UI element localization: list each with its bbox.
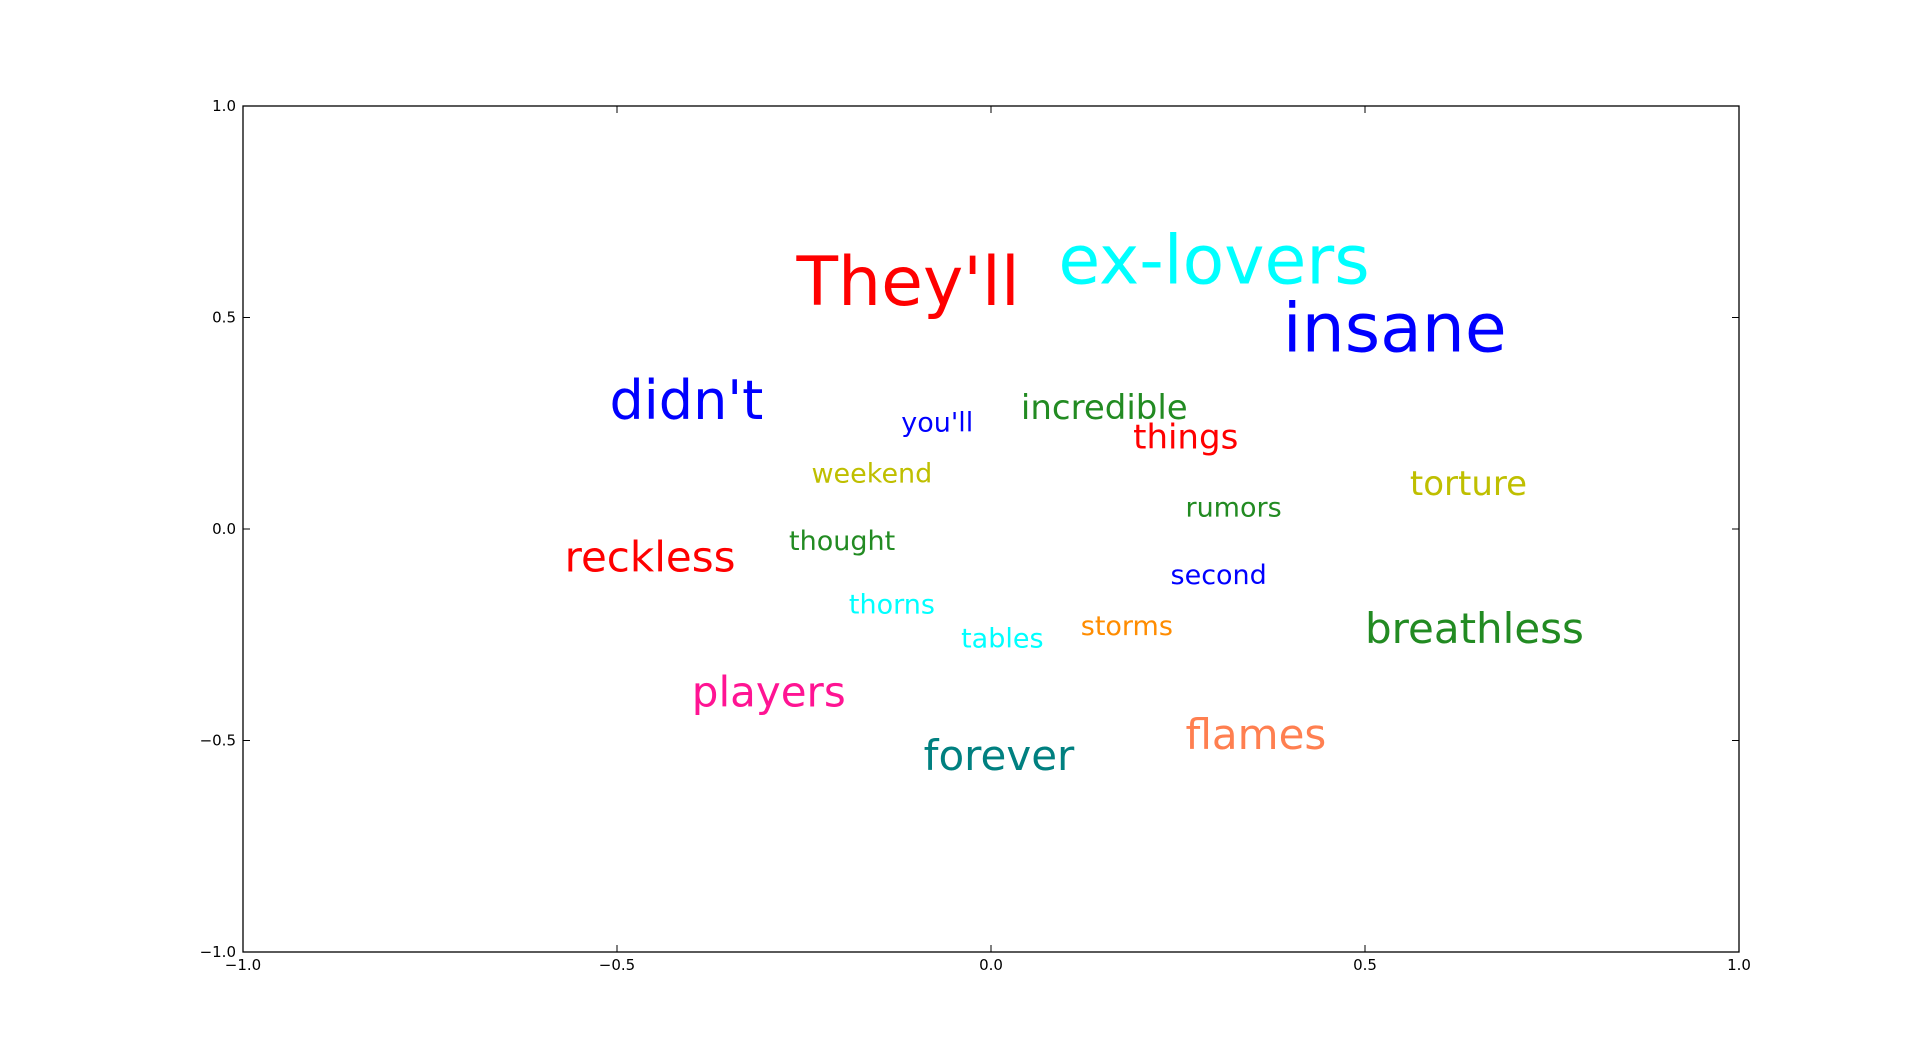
word-label: second bbox=[1171, 560, 1267, 591]
word-label: things bbox=[1133, 418, 1238, 458]
word-label: insane bbox=[1283, 289, 1507, 368]
y-tick-label: 0.5 bbox=[212, 309, 236, 327]
word-label: incredible bbox=[1021, 388, 1188, 428]
x-tick-label: 0.0 bbox=[979, 956, 1003, 974]
word-label: breathless bbox=[1365, 604, 1584, 653]
word-label: reckless bbox=[565, 532, 736, 581]
word-label: rumors bbox=[1185, 492, 1281, 523]
axis-ticks: −1.0 −0.5 0.0 0.5 1.0 −1.0 −0.5 0.0 0.5 1.0 bbox=[200, 97, 1751, 974]
y-tick-label: 1.0 bbox=[212, 97, 236, 115]
word-label: you'll bbox=[901, 408, 973, 439]
word-label: tables bbox=[961, 623, 1043, 654]
word-label: weekend bbox=[811, 458, 932, 489]
x-tick-label: 1.0 bbox=[1727, 956, 1751, 974]
word-label: thorns bbox=[849, 590, 935, 621]
word-label: forever bbox=[924, 731, 1075, 780]
x-tick-label: −1.0 bbox=[225, 956, 261, 974]
word-label: players bbox=[692, 668, 846, 717]
word-label: torture bbox=[1410, 464, 1527, 504]
word-label: ex-lovers bbox=[1058, 222, 1369, 301]
word-label: thought bbox=[789, 526, 895, 557]
word-label: flames bbox=[1185, 710, 1326, 759]
word-label: didn't bbox=[610, 369, 764, 432]
y-tick-label: −0.5 bbox=[200, 732, 236, 750]
x-tick-label: −0.5 bbox=[599, 956, 635, 974]
plot-area bbox=[242, 105, 1740, 953]
word-label: storms bbox=[1081, 611, 1173, 642]
word-label: They'll bbox=[796, 243, 1020, 322]
x-tick-label: 0.5 bbox=[1353, 956, 1377, 974]
y-tick-label: −1.0 bbox=[200, 943, 236, 961]
y-tick-label: 0.0 bbox=[212, 520, 236, 538]
